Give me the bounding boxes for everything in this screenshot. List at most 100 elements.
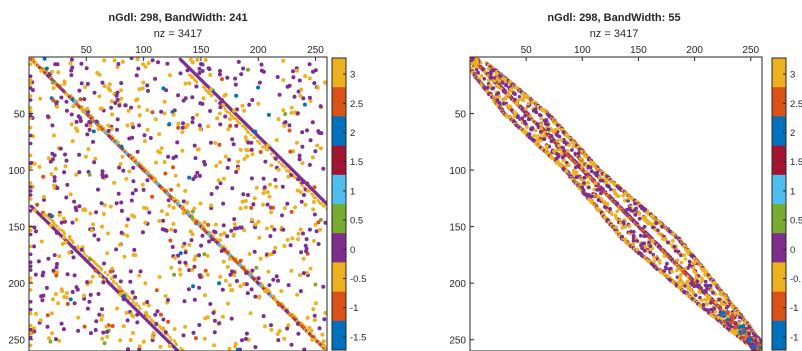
left-nonzero-point [302, 102, 307, 107]
left-nonzero-point [226, 301, 230, 306]
left-nonzero-point [269, 210, 274, 215]
left-nonzero-point [83, 252, 87, 256]
left-nonzero-point [295, 111, 300, 116]
left-nonzero-point [276, 117, 281, 122]
right-nonzero-point [599, 186, 604, 191]
right-nonzero-point [721, 310, 726, 315]
left-nonzero-point [241, 66, 246, 71]
left-nonzero-point [291, 149, 296, 154]
left-nonzero-point [195, 80, 199, 84]
left-nonzero-point [115, 282, 119, 286]
left-nonzero-point [274, 274, 279, 279]
right-nonzero-point [520, 116, 525, 121]
right-y-tick-label: 150 [449, 223, 466, 234]
left-nonzero-point [143, 281, 148, 286]
right-nonzero-point [539, 126, 544, 131]
left-nonzero-point [291, 69, 295, 74]
right-nonzero-point [620, 225, 625, 230]
left-nonzero-point [128, 269, 133, 274]
left-nonzero-point [86, 109, 91, 114]
right-nonzero-point [564, 169, 569, 174]
left-colorbar-segment [332, 87, 346, 117]
left-nonzero-point [46, 256, 51, 261]
right-colorbar-segment [772, 58, 786, 88]
left-nonzero-point [29, 197, 33, 201]
left-nonzero-point [33, 272, 38, 277]
right-nonzero-point [637, 212, 641, 216]
left-nonzero-point [307, 95, 312, 100]
left-nonzero-point [151, 331, 156, 336]
right-nonzero-point [605, 208, 610, 213]
left-nonzero-point [311, 307, 316, 312]
right-nonzero-point [586, 180, 591, 185]
left-nonzero-point [283, 112, 288, 116]
left-x-tick-label: 200 [250, 45, 267, 56]
right-nonzero-point [679, 284, 684, 288]
left-nonzero-point [143, 220, 148, 225]
left-nonzero-point [161, 218, 166, 223]
left-nonzero-point [223, 154, 228, 159]
right-nonzero-point [631, 238, 636, 243]
right-nonzero-point [567, 163, 571, 167]
left-nonzero-point [63, 240, 68, 245]
left-nonzero-point [295, 140, 299, 145]
left-nonzero-point [46, 156, 51, 161]
left-nonzero-point [155, 181, 160, 186]
left-nonzero-point [221, 103, 226, 108]
left-nonzero-point [216, 178, 221, 183]
right-nonzero-point [485, 86, 489, 90]
left-nonzero-point [197, 285, 202, 290]
left-nonzero-point [190, 216, 195, 220]
right-colorbar-segment [772, 145, 786, 176]
left-nonzero-point [209, 192, 214, 196]
left-nonzero-point [107, 82, 112, 87]
right-nonzero-point [486, 67, 491, 71]
left-nonzero-point [228, 117, 233, 122]
right-nonzero-point [704, 301, 709, 306]
left-nonzero-point [233, 116, 238, 121]
left-nonzero-point [282, 206, 287, 211]
left-nonzero-point [29, 264, 33, 268]
left-nonzero-point [288, 149, 293, 154]
right-nonzero-point [504, 113, 509, 117]
left-nonzero-point [90, 228, 94, 233]
left-nonzero-point [162, 160, 167, 165]
left-colorbar-tick-label: 0 [350, 245, 355, 256]
right-colorbar-segment [772, 87, 786, 117]
left-nonzero-point [131, 253, 136, 257]
left-nonzero-point [221, 201, 226, 206]
left-nonzero-point [229, 288, 234, 293]
left-nonzero-point [234, 170, 239, 174]
left-nonzero-point [244, 331, 249, 336]
left-nonzero-point [134, 303, 138, 307]
left-nonzero-point [118, 279, 123, 284]
left-nonzero-point [215, 116, 220, 121]
left-nonzero-point [313, 301, 318, 306]
left-nonzero-point [86, 147, 91, 152]
left-nonzero-point [323, 310, 327, 315]
left-nonzero-point [124, 176, 129, 181]
left-nonzero-point [238, 263, 242, 267]
left-nonzero-point [254, 265, 259, 270]
right-nonzero-point [740, 325, 745, 329]
left-nonzero-point [213, 222, 218, 227]
left-nonzero-point [178, 71, 183, 76]
left-nonzero-point [29, 300, 33, 304]
left-nonzero-point [209, 87, 214, 92]
left-nonzero-point [323, 80, 327, 85]
left-nonzero-point [268, 234, 273, 239]
right-nonzero-point [513, 92, 517, 96]
left-nonzero-point [83, 85, 88, 90]
left-nonzero-point [277, 160, 281, 164]
left-nonzero-point [247, 102, 252, 107]
left-nonzero-point [113, 101, 118, 105]
left-nonzero-point [268, 182, 272, 187]
left-nonzero-point [63, 152, 67, 157]
left-nonzero-point [220, 287, 225, 292]
left-nonzero-point [137, 104, 141, 109]
right-nonzero-point [654, 221, 659, 226]
right-nonzero-point [535, 137, 540, 142]
left-nonzero-point [299, 199, 304, 204]
left-nonzero-point [307, 325, 312, 330]
